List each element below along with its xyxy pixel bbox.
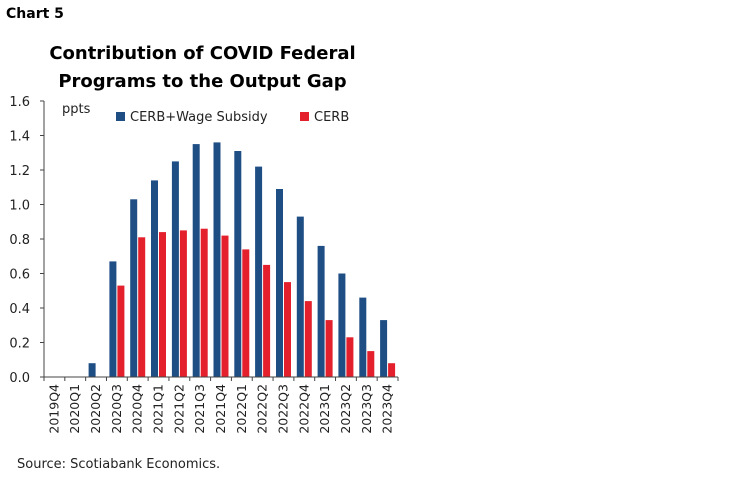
bar-series-1-2023Q3 bbox=[359, 297, 367, 377]
bar-series-1-2023Q1 bbox=[317, 245, 325, 377]
bar-series-1-2023Q2 bbox=[338, 273, 346, 377]
x-tick-label: 2023Q4 bbox=[380, 384, 395, 434]
y-axis-unit-label: ppts bbox=[62, 102, 91, 117]
bar-series-2-2021Q3 bbox=[200, 228, 208, 377]
x-tick-label: 2021Q4 bbox=[213, 384, 228, 434]
bar-series-2-2021Q2 bbox=[179, 230, 187, 377]
y-tick-label: 1.4 bbox=[9, 130, 30, 145]
bar-series-1-2022Q1 bbox=[234, 151, 242, 377]
legend-swatch-series-2 bbox=[300, 112, 309, 121]
bar-series-1-2021Q3 bbox=[192, 144, 200, 377]
y-tick-label: 1.6 bbox=[9, 95, 30, 110]
bar-series-2-2023Q1 bbox=[325, 320, 333, 377]
legend-label-series-2: CERB bbox=[314, 110, 349, 125]
x-tick-label: 2020Q1 bbox=[67, 384, 82, 434]
x-tick-label: 2022Q2 bbox=[255, 384, 270, 434]
x-tick-label: 2023Q3 bbox=[359, 384, 374, 434]
bar-series-1-2023Q4 bbox=[380, 320, 388, 377]
legend: CERB+Wage Subsidy CERB bbox=[116, 110, 349, 125]
bar-series-2-2022Q4 bbox=[304, 301, 312, 377]
bar-series-1-2021Q1 bbox=[151, 180, 158, 377]
bar-series-2-2023Q4 bbox=[388, 363, 396, 377]
bar-series-1-2021Q4 bbox=[213, 142, 221, 377]
y-tick-label: 0.4 bbox=[9, 302, 30, 317]
bar-series-2-2020Q4 bbox=[138, 237, 146, 377]
y-tick-label: 0.0 bbox=[9, 371, 30, 386]
bar-series-1-2021Q2 bbox=[171, 161, 179, 377]
bar-series-1-2022Q2 bbox=[255, 166, 263, 377]
x-tick-label: 2021Q2 bbox=[171, 384, 186, 434]
y-tick-label: 0.6 bbox=[9, 268, 30, 283]
bars-group bbox=[88, 142, 396, 377]
x-tick-label: 2023Q1 bbox=[317, 384, 332, 434]
bar-series-2-2021Q1 bbox=[159, 232, 166, 377]
source-note: Source: Scotiabank Economics. bbox=[17, 457, 221, 472]
bar-series-2-2020Q3 bbox=[117, 285, 125, 377]
bar-series-2-2023Q3 bbox=[367, 351, 375, 377]
x-tick-label: 2023Q2 bbox=[338, 384, 353, 434]
bar-series-1-2022Q4 bbox=[296, 216, 304, 377]
axes-group bbox=[40, 100, 399, 381]
chart-title-line-1: Contribution of COVID Federal bbox=[49, 43, 356, 64]
x-tick-label: 2019Q4 bbox=[46, 384, 61, 434]
y-tick-label: 1.0 bbox=[9, 199, 30, 214]
chart-title-line-2: Programs to the Output Gap bbox=[58, 71, 347, 92]
bar-series-2-2022Q2 bbox=[263, 264, 271, 377]
bar-series-1-2020Q2 bbox=[88, 363, 96, 377]
legend-label-series-1: CERB+Wage Subsidy bbox=[130, 110, 268, 125]
x-tick-label: 2020Q3 bbox=[109, 384, 124, 434]
chart-number-label: Chart 5 bbox=[6, 6, 64, 22]
bar-series-2-2023Q2 bbox=[346, 337, 354, 377]
legend-swatch-series-1 bbox=[116, 112, 125, 121]
bar-series-2-2021Q4 bbox=[221, 235, 229, 377]
y-tick-label: 0.2 bbox=[9, 337, 30, 352]
x-tick-label: 2022Q3 bbox=[276, 384, 291, 434]
x-tick-label: 2020Q2 bbox=[88, 384, 103, 434]
bar-series-2-2022Q3 bbox=[284, 282, 291, 377]
x-tick-label: 2022Q4 bbox=[296, 384, 311, 434]
bar-series-2-2022Q1 bbox=[242, 249, 250, 377]
bar-series-1-2020Q4 bbox=[130, 199, 138, 377]
bar-series-1-2020Q3 bbox=[109, 261, 117, 377]
x-tick-label: 2020Q4 bbox=[130, 384, 145, 434]
y-tick-label: 1.2 bbox=[9, 164, 30, 179]
y-tick-label: 0.8 bbox=[9, 233, 30, 248]
tick-labels-group: 0.0 0.2 0.4 0.6 0.8 1.0 1.2 1.4 1.6 2019Q4 2020Q1 2… bbox=[9, 95, 394, 434]
x-tick-label: 2021Q3 bbox=[192, 384, 207, 434]
bar-series-1-2022Q3 bbox=[276, 189, 283, 377]
x-tick-label: 2021Q1 bbox=[151, 384, 166, 434]
x-tick-label: 2022Q1 bbox=[234, 384, 249, 434]
